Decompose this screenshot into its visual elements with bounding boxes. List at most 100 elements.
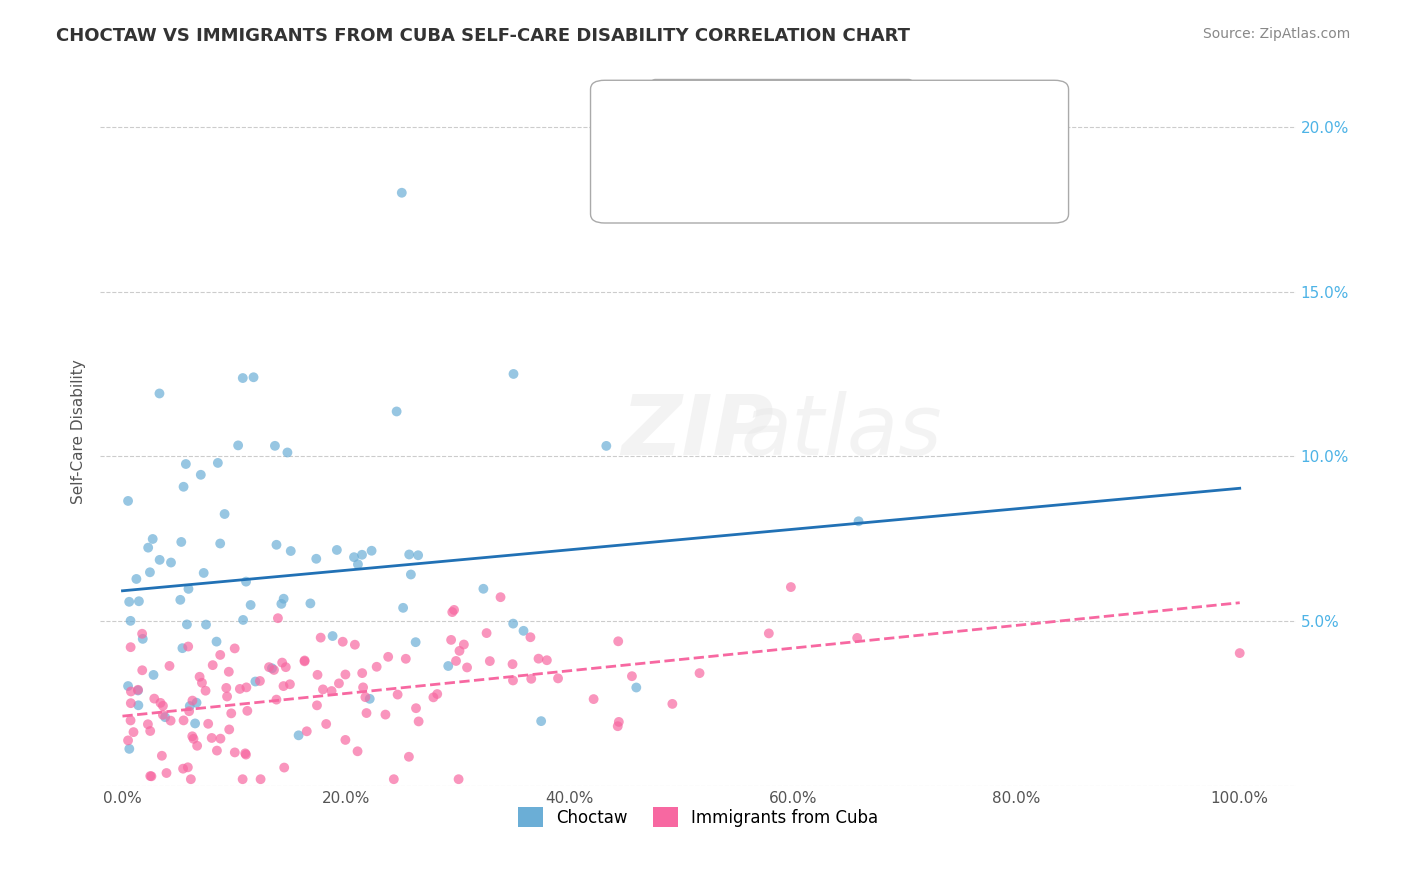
Point: [127, 683, 149, 698]
Point: [235, 747, 257, 762]
Point: [179, 704, 201, 718]
Point: [191, 675, 214, 690]
Point: [267, 611, 290, 625]
Point: [172, 762, 194, 776]
Point: [366, 660, 388, 674]
Point: [387, 688, 409, 702]
Point: [136, 717, 159, 731]
Point: [170, 535, 193, 549]
Point: [398, 548, 420, 562]
Point: [607, 634, 630, 648]
Point: [260, 661, 283, 675]
Text: CHOCTAW VS IMMIGRANTS FROM CUBA SELF-CARE DISABILITY CORRELATION CHART: CHOCTAW VS IMMIGRANTS FROM CUBA SELF-CAR…: [56, 27, 910, 45]
Point: [127, 698, 149, 713]
Point: [215, 681, 238, 695]
Point: [478, 654, 501, 668]
Point: [232, 613, 254, 627]
Point: [186, 739, 208, 753]
Point: [307, 668, 329, 682]
Point: [512, 624, 534, 638]
Point: [475, 626, 498, 640]
Point: [184, 716, 207, 731]
Point: [242, 370, 264, 384]
Point: [263, 663, 285, 677]
Point: [245, 674, 267, 689]
Point: [520, 672, 543, 686]
Point: [374, 707, 396, 722]
Point: [118, 595, 141, 609]
Point: [152, 707, 174, 722]
Point: [444, 654, 467, 668]
Point: [322, 629, 344, 643]
Point: [249, 673, 271, 688]
Point: [180, 772, 202, 787]
Point: [177, 760, 200, 774]
Point: [437, 659, 460, 673]
Point: [188, 670, 211, 684]
Point: [287, 728, 309, 742]
Point: [273, 761, 295, 775]
Point: [309, 631, 332, 645]
Point: [447, 772, 470, 787]
Point: [214, 507, 236, 521]
Y-axis label: Self-Care Disability: Self-Care Disability: [72, 359, 86, 504]
Point: [359, 691, 381, 706]
Point: [626, 681, 648, 695]
Point: [117, 679, 139, 693]
Point: [173, 714, 195, 728]
Point: [689, 666, 711, 681]
Point: [117, 733, 139, 747]
Point: [595, 439, 617, 453]
Point: [257, 660, 280, 674]
Point: [502, 367, 524, 381]
Point: [155, 766, 177, 780]
Point: [186, 696, 208, 710]
Point: [408, 714, 430, 729]
Point: [328, 676, 350, 690]
Point: [536, 653, 558, 667]
Point: [177, 640, 200, 654]
Point: [527, 651, 550, 665]
Point: [173, 480, 195, 494]
Point: [141, 769, 163, 783]
Point: [399, 567, 422, 582]
Point: [350, 548, 373, 562]
Point: [149, 696, 172, 710]
Point: [177, 582, 200, 596]
Point: [449, 644, 471, 658]
Point: [405, 635, 427, 649]
Point: [846, 631, 869, 645]
Point: [169, 592, 191, 607]
Point: [519, 630, 541, 644]
Point: [352, 681, 374, 695]
Point: [136, 541, 159, 555]
Point: [117, 494, 139, 508]
Point: [315, 717, 337, 731]
Point: [354, 690, 377, 705]
Point: [406, 548, 429, 562]
Point: [142, 668, 165, 682]
Point: [582, 692, 605, 706]
Point: [547, 672, 569, 686]
Point: [120, 684, 142, 698]
Point: [780, 580, 803, 594]
Point: [321, 684, 343, 698]
Point: [426, 687, 449, 701]
Point: [335, 667, 357, 681]
Point: [280, 544, 302, 558]
Point: [205, 743, 228, 757]
Point: [385, 404, 408, 418]
Point: [848, 514, 870, 528]
Point: [422, 690, 444, 705]
Point: [143, 691, 166, 706]
Point: [270, 597, 292, 611]
Point: [181, 693, 204, 707]
Point: [139, 769, 162, 783]
Point: [502, 657, 524, 672]
Point: [181, 729, 204, 743]
Point: [489, 590, 512, 604]
Point: [278, 677, 301, 691]
Point: [441, 605, 464, 619]
Point: [201, 731, 224, 745]
Point: [131, 627, 153, 641]
